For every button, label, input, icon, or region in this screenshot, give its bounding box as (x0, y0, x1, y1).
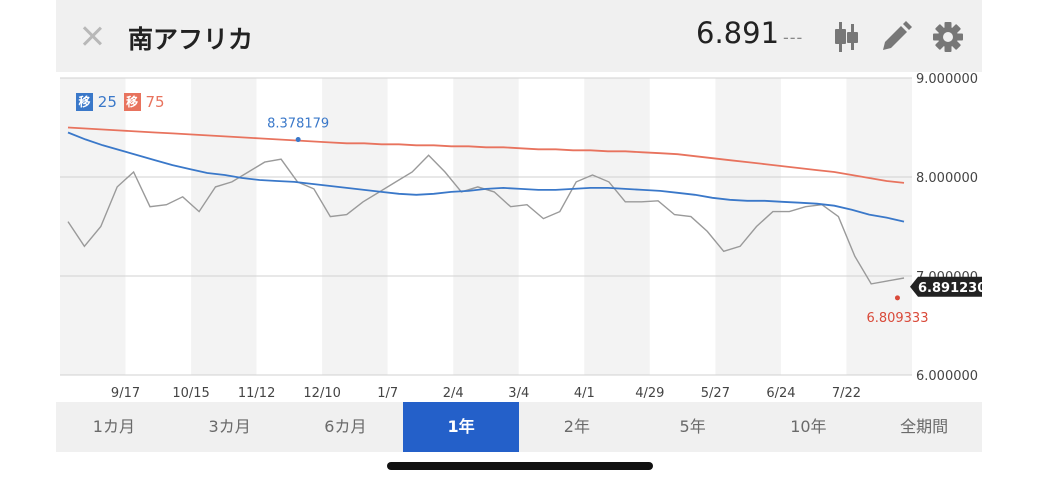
x-tick-label: 3/4 (508, 386, 529, 401)
month-band (780, 78, 847, 375)
month-band (715, 78, 781, 375)
price-change: --- (783, 28, 804, 47)
y-tick-label: 9.000000 (916, 72, 978, 87)
close-icon[interactable] (78, 22, 106, 50)
x-tick-label: 4/29 (635, 386, 664, 401)
range-tab-1y[interactable]: 1年 (403, 402, 519, 452)
x-tick-label: 6/24 (766, 386, 795, 401)
header-bar: 南アフリカ 6.891 --- (56, 0, 982, 72)
current-price: 6.891 (696, 16, 780, 50)
month-band (125, 78, 192, 375)
pencil-icon[interactable] (879, 20, 913, 54)
legend-badge-ma75: 移 (123, 92, 141, 111)
x-tick-label: 5/27 (701, 386, 730, 401)
max-marker (295, 137, 301, 143)
ma75-line (67, 126, 905, 184)
month-band (846, 78, 912, 375)
max-annotation: 8.378179 (267, 117, 329, 132)
chart-panel: 南アフリカ 6.891 --- (56, 0, 982, 480)
range-tab-1m[interactable]: 1カ月 (92, 417, 135, 436)
min-annotation: 6.809333 (866, 311, 928, 326)
current-value-label: 6.891230 (918, 281, 982, 296)
x-tick-label: 7/22 (832, 386, 861, 401)
x-tick-label: 10/15 (172, 386, 209, 401)
range-selector: 1カ月 3カ月 6カ月 1年 2年 5年 10年 全期間 (56, 402, 982, 452)
range-tab-10y[interactable]: 10年 (790, 417, 827, 436)
month-band (453, 78, 519, 375)
gear-icon[interactable] (931, 20, 965, 54)
range-tab-all[interactable]: 全期間 (900, 417, 949, 436)
legend: 移 25 移 75 (76, 92, 167, 111)
range-tab-6m[interactable]: 6カ月 (324, 417, 367, 436)
y-tick-label: 8.000000 (916, 171, 978, 186)
legend-label-ma25: 25 (97, 92, 117, 111)
month-band (60, 78, 126, 375)
month-band (191, 78, 257, 375)
month-band (387, 78, 454, 375)
home-indicator (387, 462, 653, 470)
x-tick-label: 1/7 (377, 386, 398, 401)
month-band (518, 78, 585, 375)
range-tab-2y[interactable]: 2年 (563, 417, 590, 436)
range-tab-5y[interactable]: 5年 (679, 417, 706, 436)
x-tick-label: 4/1 (574, 386, 595, 401)
x-tick-label: 12/10 (303, 386, 340, 401)
month-band (322, 78, 388, 375)
x-tick-label: 11/12 (238, 386, 275, 401)
month-band (649, 78, 716, 375)
range-tab-3m[interactable]: 3カ月 (208, 417, 251, 436)
y-tick-label: 6.000000 (916, 369, 978, 384)
candlestick-icon[interactable] (828, 20, 862, 54)
x-tick-label: 9/17 (111, 386, 140, 401)
current-value-tag (910, 276, 982, 297)
x-tick-label: 2/4 (443, 386, 464, 401)
month-band (584, 78, 650, 375)
line-chart: 9.0000008.0000007.0000006.0000009/1710/1… (60, 72, 982, 401)
chart-area: 9.0000008.0000007.0000006.0000009/1710/1… (56, 72, 982, 402)
min-marker (894, 295, 900, 301)
currency-title: 南アフリカ (128, 25, 254, 54)
month-band (256, 78, 323, 375)
legend-badge-ma25: 移 (76, 92, 93, 111)
legend-label-ma75: 75 (145, 92, 165, 111)
ma25-line (67, 131, 905, 223)
